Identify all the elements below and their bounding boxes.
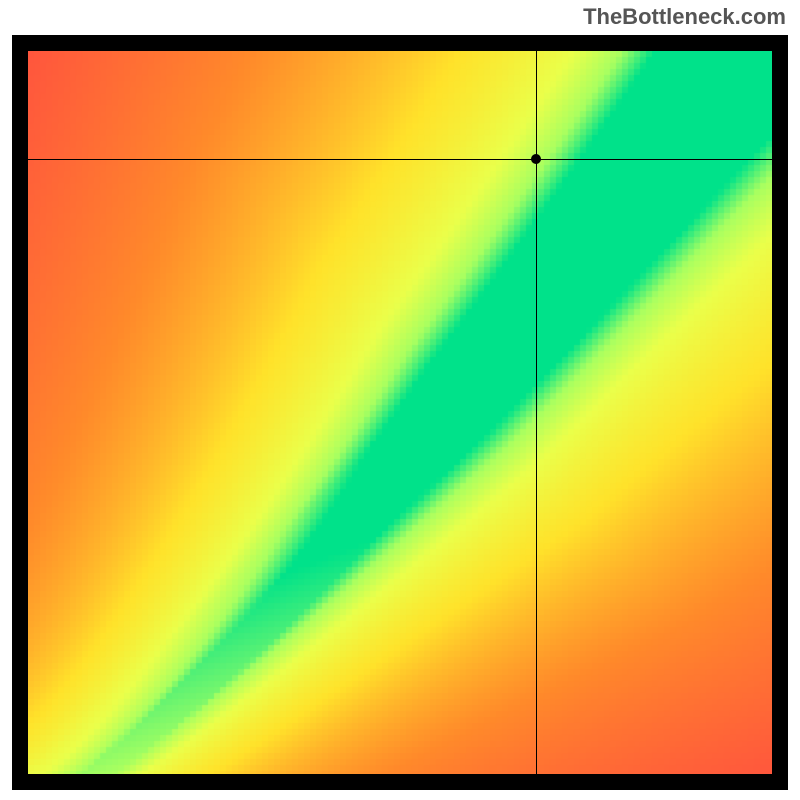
chart-container: TheBottleneck.com [0,0,800,800]
watermark-text: TheBottleneck.com [583,4,786,30]
plot-area [28,51,772,774]
crosshair-horizontal [28,159,772,160]
crosshair-marker [531,154,541,164]
